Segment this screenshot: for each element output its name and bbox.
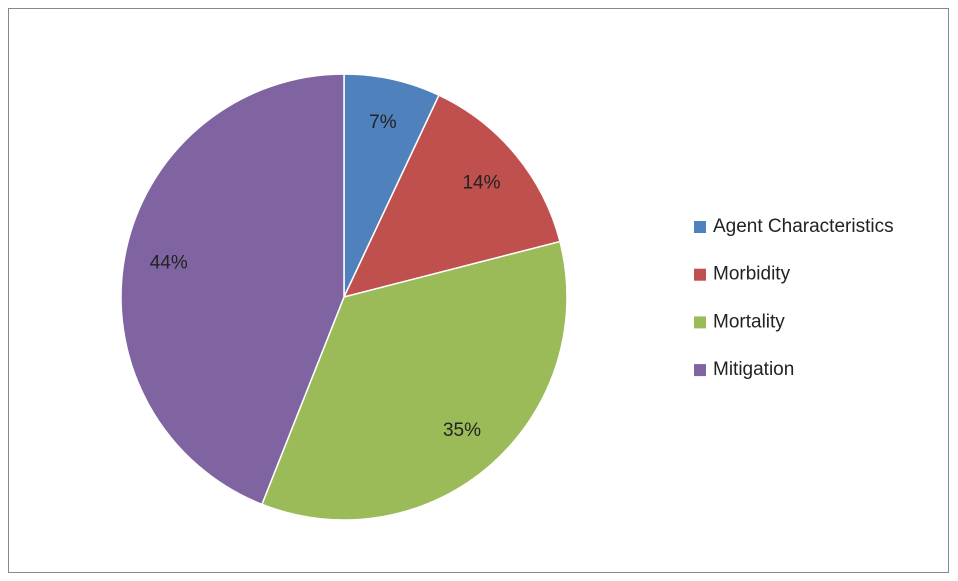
legend-label: Agent Characteristics [713,216,894,237]
legend-label: Morbidity [713,264,791,285]
pie: 7% 14% 35% 44% [120,73,568,521]
data-label: 14% [462,172,500,193]
legend-swatch [694,364,706,377]
pie-slice [260,240,568,521]
legend: Agent Characteristics Morbidity Mortality M… [694,216,894,380]
data-label: 7% [369,112,397,133]
legend-swatch [694,268,706,281]
pie-slice [120,73,345,506]
data-label: 44% [150,253,188,274]
pie-slice [342,94,561,299]
legend-label: Mortality [713,311,785,332]
legend-swatch [694,316,706,329]
legend-label: Mitigation [713,359,794,380]
data-label: 35% [443,420,481,441]
legend-swatch [694,221,706,233]
